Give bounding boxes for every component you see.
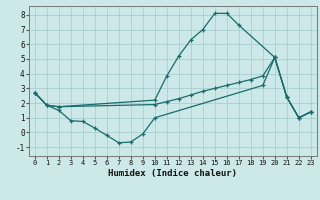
- X-axis label: Humidex (Indice chaleur): Humidex (Indice chaleur): [108, 169, 237, 178]
